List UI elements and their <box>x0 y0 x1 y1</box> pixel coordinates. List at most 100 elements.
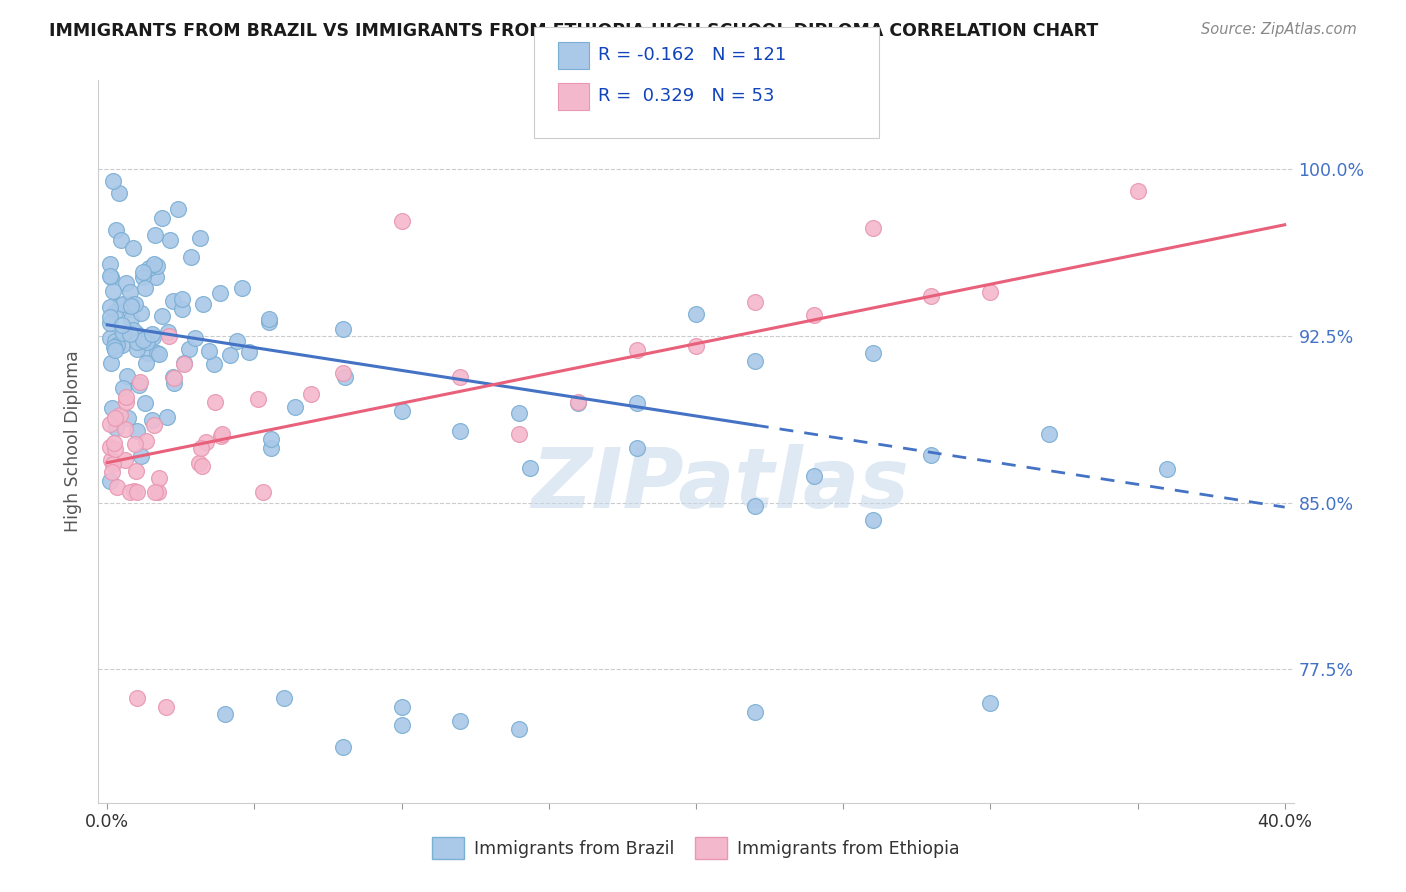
Point <box>120 312 142 326</box>
Point <box>125 691 148 706</box>
Point <box>391 700 413 714</box>
Point <box>145 270 167 285</box>
Point <box>979 696 1001 710</box>
Point <box>104 442 127 457</box>
Point <box>103 436 125 450</box>
Text: R =  0.329   N = 53: R = 0.329 N = 53 <box>598 87 775 105</box>
Point <box>979 285 1001 299</box>
Point <box>202 357 225 371</box>
Point <box>143 484 166 499</box>
Point <box>803 308 825 322</box>
Point <box>101 284 124 298</box>
Point <box>231 281 253 295</box>
Point <box>744 705 766 719</box>
Text: R = -0.162   N = 121: R = -0.162 N = 121 <box>598 46 786 64</box>
Point <box>117 301 139 316</box>
Point <box>114 390 136 404</box>
Point <box>98 268 121 283</box>
Point <box>191 297 214 311</box>
Point <box>110 233 132 247</box>
Point <box>626 396 648 410</box>
Point <box>156 326 179 340</box>
Point <box>117 410 139 425</box>
Point <box>1156 462 1178 476</box>
Point <box>100 465 122 479</box>
Point <box>333 369 356 384</box>
Point <box>332 322 354 336</box>
Point <box>508 723 530 737</box>
Point <box>98 310 121 324</box>
Point <box>136 335 159 350</box>
Text: ZIPatlas: ZIPatlas <box>531 444 908 525</box>
Point <box>100 269 122 284</box>
Point <box>129 306 152 320</box>
Point <box>259 432 281 446</box>
Point <box>257 312 280 326</box>
Point <box>98 316 121 330</box>
Point <box>114 422 136 436</box>
Text: Source: ZipAtlas.com: Source: ZipAtlas.com <box>1201 22 1357 37</box>
Point <box>134 281 156 295</box>
Point <box>273 691 295 706</box>
Point <box>157 329 180 343</box>
Point <box>118 326 141 341</box>
Point <box>103 457 125 471</box>
Point <box>110 408 132 422</box>
Point <box>128 378 150 392</box>
Point <box>138 260 160 275</box>
Point <box>208 286 231 301</box>
Point <box>163 376 186 390</box>
Point <box>120 299 142 313</box>
Point <box>111 297 134 311</box>
Point <box>180 250 202 264</box>
Point <box>238 345 260 359</box>
Point <box>920 289 942 303</box>
Point <box>260 441 283 455</box>
Point <box>124 297 146 311</box>
Point <box>155 700 177 714</box>
Point <box>167 202 190 216</box>
Point <box>122 241 145 255</box>
Point <box>190 441 212 455</box>
Point <box>98 474 121 488</box>
Point <box>450 424 472 438</box>
Point <box>170 301 193 316</box>
Point <box>118 484 141 499</box>
Point <box>115 276 138 290</box>
Point <box>170 292 193 306</box>
Point <box>125 484 148 499</box>
Text: IMMIGRANTS FROM BRAZIL VS IMMIGRANTS FROM ETHIOPIA HIGH SCHOOL DIPLOMA CORRELATI: IMMIGRANTS FROM BRAZIL VS IMMIGRANTS FRO… <box>49 22 1098 40</box>
Point <box>626 343 648 357</box>
Point <box>115 395 138 409</box>
Point <box>112 326 135 340</box>
Point <box>391 403 413 417</box>
Point <box>101 174 124 188</box>
Point <box>125 464 148 478</box>
Point <box>685 307 707 321</box>
Point <box>146 259 169 273</box>
Point <box>150 309 173 323</box>
Point <box>141 413 163 427</box>
Point <box>134 396 156 410</box>
Point <box>450 714 472 728</box>
Point <box>190 458 212 473</box>
Point <box>159 233 181 247</box>
Point <box>100 356 122 370</box>
Point <box>209 429 232 443</box>
Point <box>136 345 159 359</box>
Point <box>862 346 884 360</box>
Point <box>188 231 211 245</box>
Point <box>152 211 174 225</box>
Point <box>214 706 236 721</box>
Point <box>142 330 165 344</box>
Point <box>98 440 121 454</box>
Point <box>567 396 589 410</box>
Point <box>920 449 942 463</box>
Y-axis label: High School Diploma: High School Diploma <box>65 351 83 533</box>
Point <box>626 442 648 456</box>
Point <box>211 427 233 442</box>
Point <box>1038 427 1060 442</box>
Point <box>332 366 354 380</box>
Point <box>332 740 354 755</box>
Point <box>111 338 134 352</box>
